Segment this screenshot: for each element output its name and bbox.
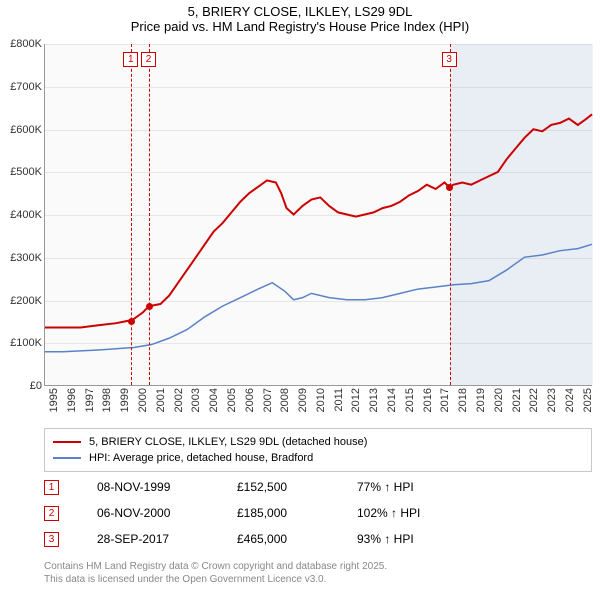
x-tick-label: 2004 (208, 388, 220, 418)
x-tick-label: 1995 (48, 388, 60, 418)
legend-row: 5, BRIERY CLOSE, ILKLEY, LS29 9DL (detac… (53, 434, 583, 450)
x-tick-label: 2002 (173, 388, 185, 418)
y-tick-label: £700K (2, 81, 42, 93)
legend-label: HPI: Average price, detached house, Brad… (89, 452, 313, 464)
x-tick-label: 2022 (528, 388, 540, 418)
marker-line-3 (450, 44, 451, 385)
y-tick-label: £400K (2, 209, 42, 221)
x-tick-label: 1998 (101, 388, 113, 418)
sale-pct: 93% ↑ HPI (357, 532, 457, 546)
sale-price: £185,000 (237, 506, 357, 520)
x-tick-label: 2011 (333, 388, 345, 418)
chart-container: 5, BRIERY CLOSE, ILKLEY, LS29 9DL Price … (0, 0, 600, 590)
x-tick-label: 2024 (564, 388, 576, 418)
x-tick-label: 2014 (386, 388, 398, 418)
marker-dot-1 (128, 318, 135, 325)
sale-row: 2 06-NOV-2000£185,000102% ↑ HPI (44, 500, 592, 526)
marker-badge-3: 3 (442, 52, 457, 67)
sale-pct: 77% ↑ HPI (357, 480, 457, 494)
x-tick-label: 2020 (493, 388, 505, 418)
marker-dot-3 (446, 184, 453, 191)
x-tick-label: 1996 (66, 388, 78, 418)
footer-attribution: Contains HM Land Registry data © Crown c… (44, 561, 387, 586)
footer-line-1: Contains HM Land Registry data © Crown c… (44, 561, 387, 574)
x-tick-label: 2021 (511, 388, 523, 418)
title-line-1: 5, BRIERY CLOSE, ILKLEY, LS29 9DL (0, 4, 600, 19)
x-tick-label: 2008 (279, 388, 291, 418)
marker-line-1 (131, 44, 132, 385)
x-tick-label: 2000 (137, 388, 149, 418)
series-hpi (45, 244, 592, 351)
sale-price: £152,500 (237, 480, 357, 494)
legend-swatch (53, 441, 81, 443)
marker-badge-2: 2 (141, 52, 156, 67)
x-tick-label: 2007 (262, 388, 274, 418)
sale-date: 28-SEP-2017 (97, 532, 237, 546)
x-tick-label: 2005 (226, 388, 238, 418)
sale-row: 1 08-NOV-1999£152,50077% ↑ HPI (44, 474, 592, 500)
y-tick-label: £600K (2, 124, 42, 136)
sales-table: 1 08-NOV-1999£152,50077% ↑ HPI 2 06-NOV-200… (44, 474, 592, 552)
marker-dot-2 (146, 303, 153, 310)
x-tick-label: 2025 (582, 388, 594, 418)
x-tick-label: 2006 (244, 388, 256, 418)
legend-swatch (53, 457, 81, 459)
x-tick-label: 2009 (297, 388, 309, 418)
x-tick-label: 2001 (155, 388, 167, 418)
sale-badge: 3 (44, 532, 59, 547)
x-tick-label: 2010 (315, 388, 327, 418)
legend-box: 5, BRIERY CLOSE, ILKLEY, LS29 9DL (detac… (44, 428, 592, 472)
x-tick-label: 2017 (439, 388, 451, 418)
x-tick-label: 1997 (84, 388, 96, 418)
y-tick-label: £300K (2, 252, 42, 264)
x-tick-label: 2015 (404, 388, 416, 418)
y-tick-label: £500K (2, 166, 42, 178)
sale-date: 08-NOV-1999 (97, 480, 237, 494)
x-tick-label: 2003 (190, 388, 202, 418)
sale-date: 06-NOV-2000 (97, 506, 237, 520)
series-lines (45, 44, 592, 385)
legend-row: HPI: Average price, detached house, Brad… (53, 450, 583, 466)
marker-line-2 (149, 44, 150, 385)
title-block: 5, BRIERY CLOSE, ILKLEY, LS29 9DL Price … (0, 0, 600, 36)
footer-line-2: This data is licensed under the Open Gov… (44, 574, 387, 587)
sale-badge: 2 (44, 506, 59, 521)
y-tick-label: £200K (2, 295, 42, 307)
x-tick-label: 1999 (119, 388, 131, 418)
x-tick-label: 2012 (350, 388, 362, 418)
sale-badge: 1 (44, 480, 59, 495)
sale-row: 3 28-SEP-2017£465,00093% ↑ HPI (44, 526, 592, 552)
legend-label: 5, BRIERY CLOSE, ILKLEY, LS29 9DL (detac… (89, 436, 367, 448)
y-tick-label: £100K (2, 337, 42, 349)
sale-price: £465,000 (237, 532, 357, 546)
sale-pct: 102% ↑ HPI (357, 506, 457, 520)
x-tick-label: 2023 (546, 388, 558, 418)
y-tick-label: £800K (2, 38, 42, 50)
chart-plot-area: 12 3 (44, 44, 592, 386)
title-line-2: Price paid vs. HM Land Registry's House … (0, 19, 600, 34)
y-tick-label: £0 (2, 380, 42, 392)
x-tick-label: 2019 (475, 388, 487, 418)
marker-badge-1: 1 (123, 52, 138, 67)
x-tick-label: 2013 (368, 388, 380, 418)
x-tick-label: 2018 (457, 388, 469, 418)
x-tick-label: 2016 (422, 388, 434, 418)
